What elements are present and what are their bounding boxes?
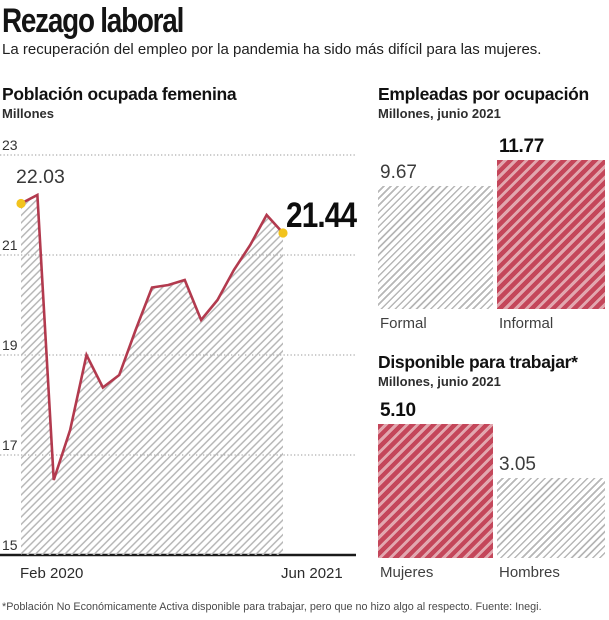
bar-category-label: Hombres — [499, 564, 560, 581]
endpoint-dot-start — [16, 198, 26, 209]
endpoint-dot-end — [278, 228, 288, 238]
bar-value-label: 9.67 — [380, 162, 417, 183]
y-tick-label: 17 — [2, 437, 18, 453]
bar-chart-available-subtitle: Millones, junio 2021 — [378, 374, 501, 389]
bar-category-label: Mujeres — [380, 564, 434, 581]
trend-line — [20, 192, 284, 481]
footnote: *Población No Económicamente Activa disp… — [2, 601, 542, 613]
y-tick-label: 23 — [2, 137, 18, 153]
bar-chart-available: Disponible para trabajar* Millones, juni… — [378, 352, 609, 585]
bar-chart-available-title: Disponible para trabajar* — [378, 352, 578, 372]
bar-value-label: 3.05 — [499, 454, 536, 475]
main-subtitle: La recuperación del empleo por la pandem… — [2, 41, 542, 58]
bar-informal — [497, 160, 605, 309]
bar-hombres — [497, 478, 605, 558]
x-axis-label-end: Jun 2021 — [281, 565, 343, 582]
y-tick-label: 19 — [2, 337, 18, 353]
y-tick-label: 21 — [2, 237, 18, 253]
start-value-label: 22.03 — [16, 166, 65, 188]
x-axis-label-start: Feb 2020 — [20, 565, 84, 582]
end-value-label: 21.44 — [286, 196, 357, 235]
line-chart-subtitle: Millones — [2, 106, 55, 121]
bar-formal — [378, 186, 493, 309]
y-tick-label: 15 — [2, 537, 18, 553]
bar-value-label: 5.10 — [380, 400, 416, 421]
bar-category-label: Formal — [380, 315, 427, 332]
bar-category-label: Informal — [499, 315, 554, 332]
bar-chart-employment: Empleadas por ocupación Millones, junio … — [378, 84, 609, 334]
bar-chart-employment-title: Empleadas por ocupación — [378, 84, 589, 104]
hatch-area — [21, 195, 283, 555]
bar-chart-employment-subtitle: Millones, junio 2021 — [378, 106, 501, 121]
line-chart-title: Población ocupada femenina — [2, 84, 237, 104]
line-chart-plot — [0, 130, 360, 560]
bar-value-label: 11.77 — [499, 136, 544, 157]
line-chart-svg — [0, 154, 356, 557]
bar-mujeres — [378, 424, 493, 558]
main-title: Rezago laboral — [2, 2, 184, 40]
